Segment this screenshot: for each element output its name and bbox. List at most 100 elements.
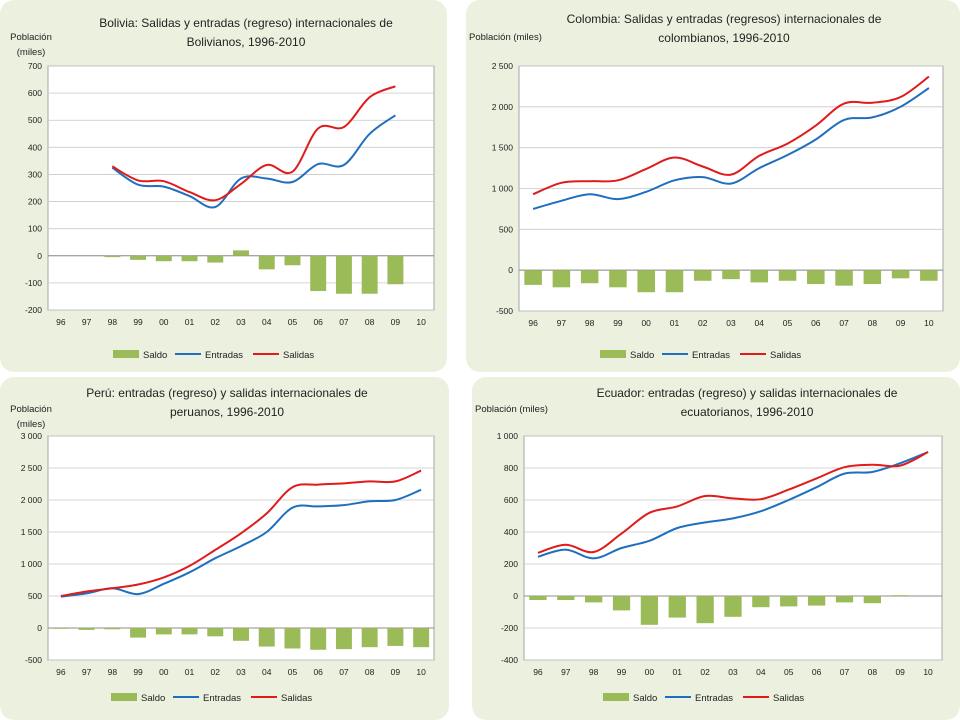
y-tick-label: 1 000 xyxy=(492,184,514,194)
saldo-bar xyxy=(233,628,249,641)
x-tick-label: 99 xyxy=(613,318,623,328)
saldo-bar xyxy=(284,628,301,649)
legend-entradas-label: Entradas xyxy=(205,350,243,361)
saldo-bar xyxy=(181,255,198,262)
saldo-bar xyxy=(207,255,224,263)
x-tick-label: 06 xyxy=(313,317,323,327)
x-tick-label: 99 xyxy=(133,667,143,677)
x-tick-label: 05 xyxy=(288,317,298,327)
saldo-bar xyxy=(155,255,172,262)
x-tick-label: 04 xyxy=(756,667,766,677)
legend: Saldo Entradas Salidas xyxy=(113,350,314,361)
legend-saldo-label: Saldo xyxy=(143,350,167,361)
x-tick-label: 03 xyxy=(728,667,738,677)
y-tick-label: 600 xyxy=(504,495,518,505)
y-tick-label: -200 xyxy=(501,623,518,633)
x-tick-label: 99 xyxy=(617,667,627,677)
x-tick-label: 02 xyxy=(700,667,710,677)
x-tick-label: 04 xyxy=(755,318,765,328)
x-tick-label: 99 xyxy=(133,317,143,327)
chart-panel-bolivia: Bolivia: Salidas y entradas (regreso) in… xyxy=(0,0,447,372)
x-tick-label: 98 xyxy=(108,667,118,677)
saldo-bar xyxy=(668,596,686,618)
legend-saldo-label: Saldo xyxy=(630,350,654,361)
y-tick-label: 700 xyxy=(28,61,42,71)
y-tick-label: 1 000 xyxy=(497,431,519,441)
x-tick-label: 01 xyxy=(673,667,683,677)
x-tick-label: 04 xyxy=(262,667,272,677)
y-tick-label: 0 xyxy=(37,623,42,633)
saldo-bar xyxy=(155,628,172,635)
y-tick-label: 300 xyxy=(28,169,42,179)
plot-area xyxy=(47,435,435,661)
entradas-line xyxy=(60,488,422,598)
saldo-bar xyxy=(130,628,147,638)
y-tick-label: 500 xyxy=(499,224,513,234)
chart-ecuador: Ecuador: entradas (regreso) y salidas in… xyxy=(475,386,943,704)
saldo-bar xyxy=(310,628,327,650)
x-tick-label: 08 xyxy=(365,317,375,327)
x-tick-label: 98 xyxy=(108,317,118,327)
y-tick-label: 200 xyxy=(28,197,42,207)
y-axis-label: Población (miles) xyxy=(475,404,548,415)
saldo-bar xyxy=(891,270,910,279)
x-tick-label: 00 xyxy=(159,317,169,327)
saldo-bar xyxy=(580,270,599,284)
y-tick-label: 800 xyxy=(504,463,518,473)
saldo-bar xyxy=(284,255,301,266)
x-tick-label: 96 xyxy=(528,318,538,328)
x-tick-label: 06 xyxy=(811,318,821,328)
saldo-bar xyxy=(835,270,853,286)
y-tick-label: 500 xyxy=(28,591,42,601)
y-tick-label: 400 xyxy=(504,527,518,537)
chart-title: Perú: entradas (regreso) y salidas inter… xyxy=(86,386,368,400)
y-tick-label: 0 xyxy=(508,265,513,275)
legend-entradas-label: Entradas xyxy=(203,693,241,704)
x-tick-label: 07 xyxy=(339,317,349,327)
chart-panel-peru: Perú: entradas (regreso) y salidas inter… xyxy=(0,377,449,720)
y-tick-label: 0 xyxy=(37,251,42,261)
y-tick-label: 2 500 xyxy=(21,463,43,473)
entradas-line xyxy=(111,114,396,209)
x-tick-label: 08 xyxy=(868,667,878,677)
y-tick-label: 3 000 xyxy=(21,431,43,441)
salidas-line xyxy=(111,85,396,202)
legend-saldo-label: Saldo xyxy=(633,693,657,704)
x-tick-label: 00 xyxy=(159,667,169,677)
saldo-bar xyxy=(310,255,327,292)
chart-title: Bolivia: Salidas y entradas (regreso) in… xyxy=(99,16,393,30)
x-tick-label: 03 xyxy=(236,667,246,677)
y-tick-label: -200 xyxy=(25,305,42,315)
legend-salidas-label: Salidas xyxy=(770,350,801,361)
saldo-bar xyxy=(233,250,249,256)
y-tick-label: 200 xyxy=(504,559,518,569)
saldo-bar xyxy=(780,596,798,607)
saldo-bar xyxy=(665,270,684,293)
y-axis-label: Población xyxy=(10,404,52,415)
y-tick-label: -500 xyxy=(496,306,513,316)
saldo-bar xyxy=(387,628,404,646)
chart-title: colombianos, 1996-2010 xyxy=(658,31,790,45)
saldo-bar xyxy=(207,628,224,637)
saldo-bar xyxy=(104,628,121,630)
x-tick-label: 01 xyxy=(670,318,680,328)
legend-salidas-label: Salidas xyxy=(283,350,314,361)
saldo-bar xyxy=(612,596,631,611)
saldo-bar xyxy=(807,596,826,606)
saldo-bar xyxy=(724,596,742,617)
x-tick-label: 06 xyxy=(313,667,323,677)
x-tick-label: 97 xyxy=(557,318,567,328)
x-tick-label: 03 xyxy=(726,318,736,328)
x-tick-label: 00 xyxy=(641,318,651,328)
plot-area xyxy=(523,435,943,661)
legend-saldo-swatch xyxy=(111,693,137,701)
legend-salidas-label: Salidas xyxy=(773,693,804,704)
legend-entradas-label: Entradas xyxy=(692,350,730,361)
x-tick-label: 10 xyxy=(416,317,426,327)
saldo-bar xyxy=(387,255,404,285)
x-tick-label: 02 xyxy=(211,667,221,677)
x-tick-label: 05 xyxy=(288,667,298,677)
x-tick-label: 10 xyxy=(416,667,426,677)
entradas-line xyxy=(532,87,930,210)
y-tick-label: 500 xyxy=(28,115,42,125)
